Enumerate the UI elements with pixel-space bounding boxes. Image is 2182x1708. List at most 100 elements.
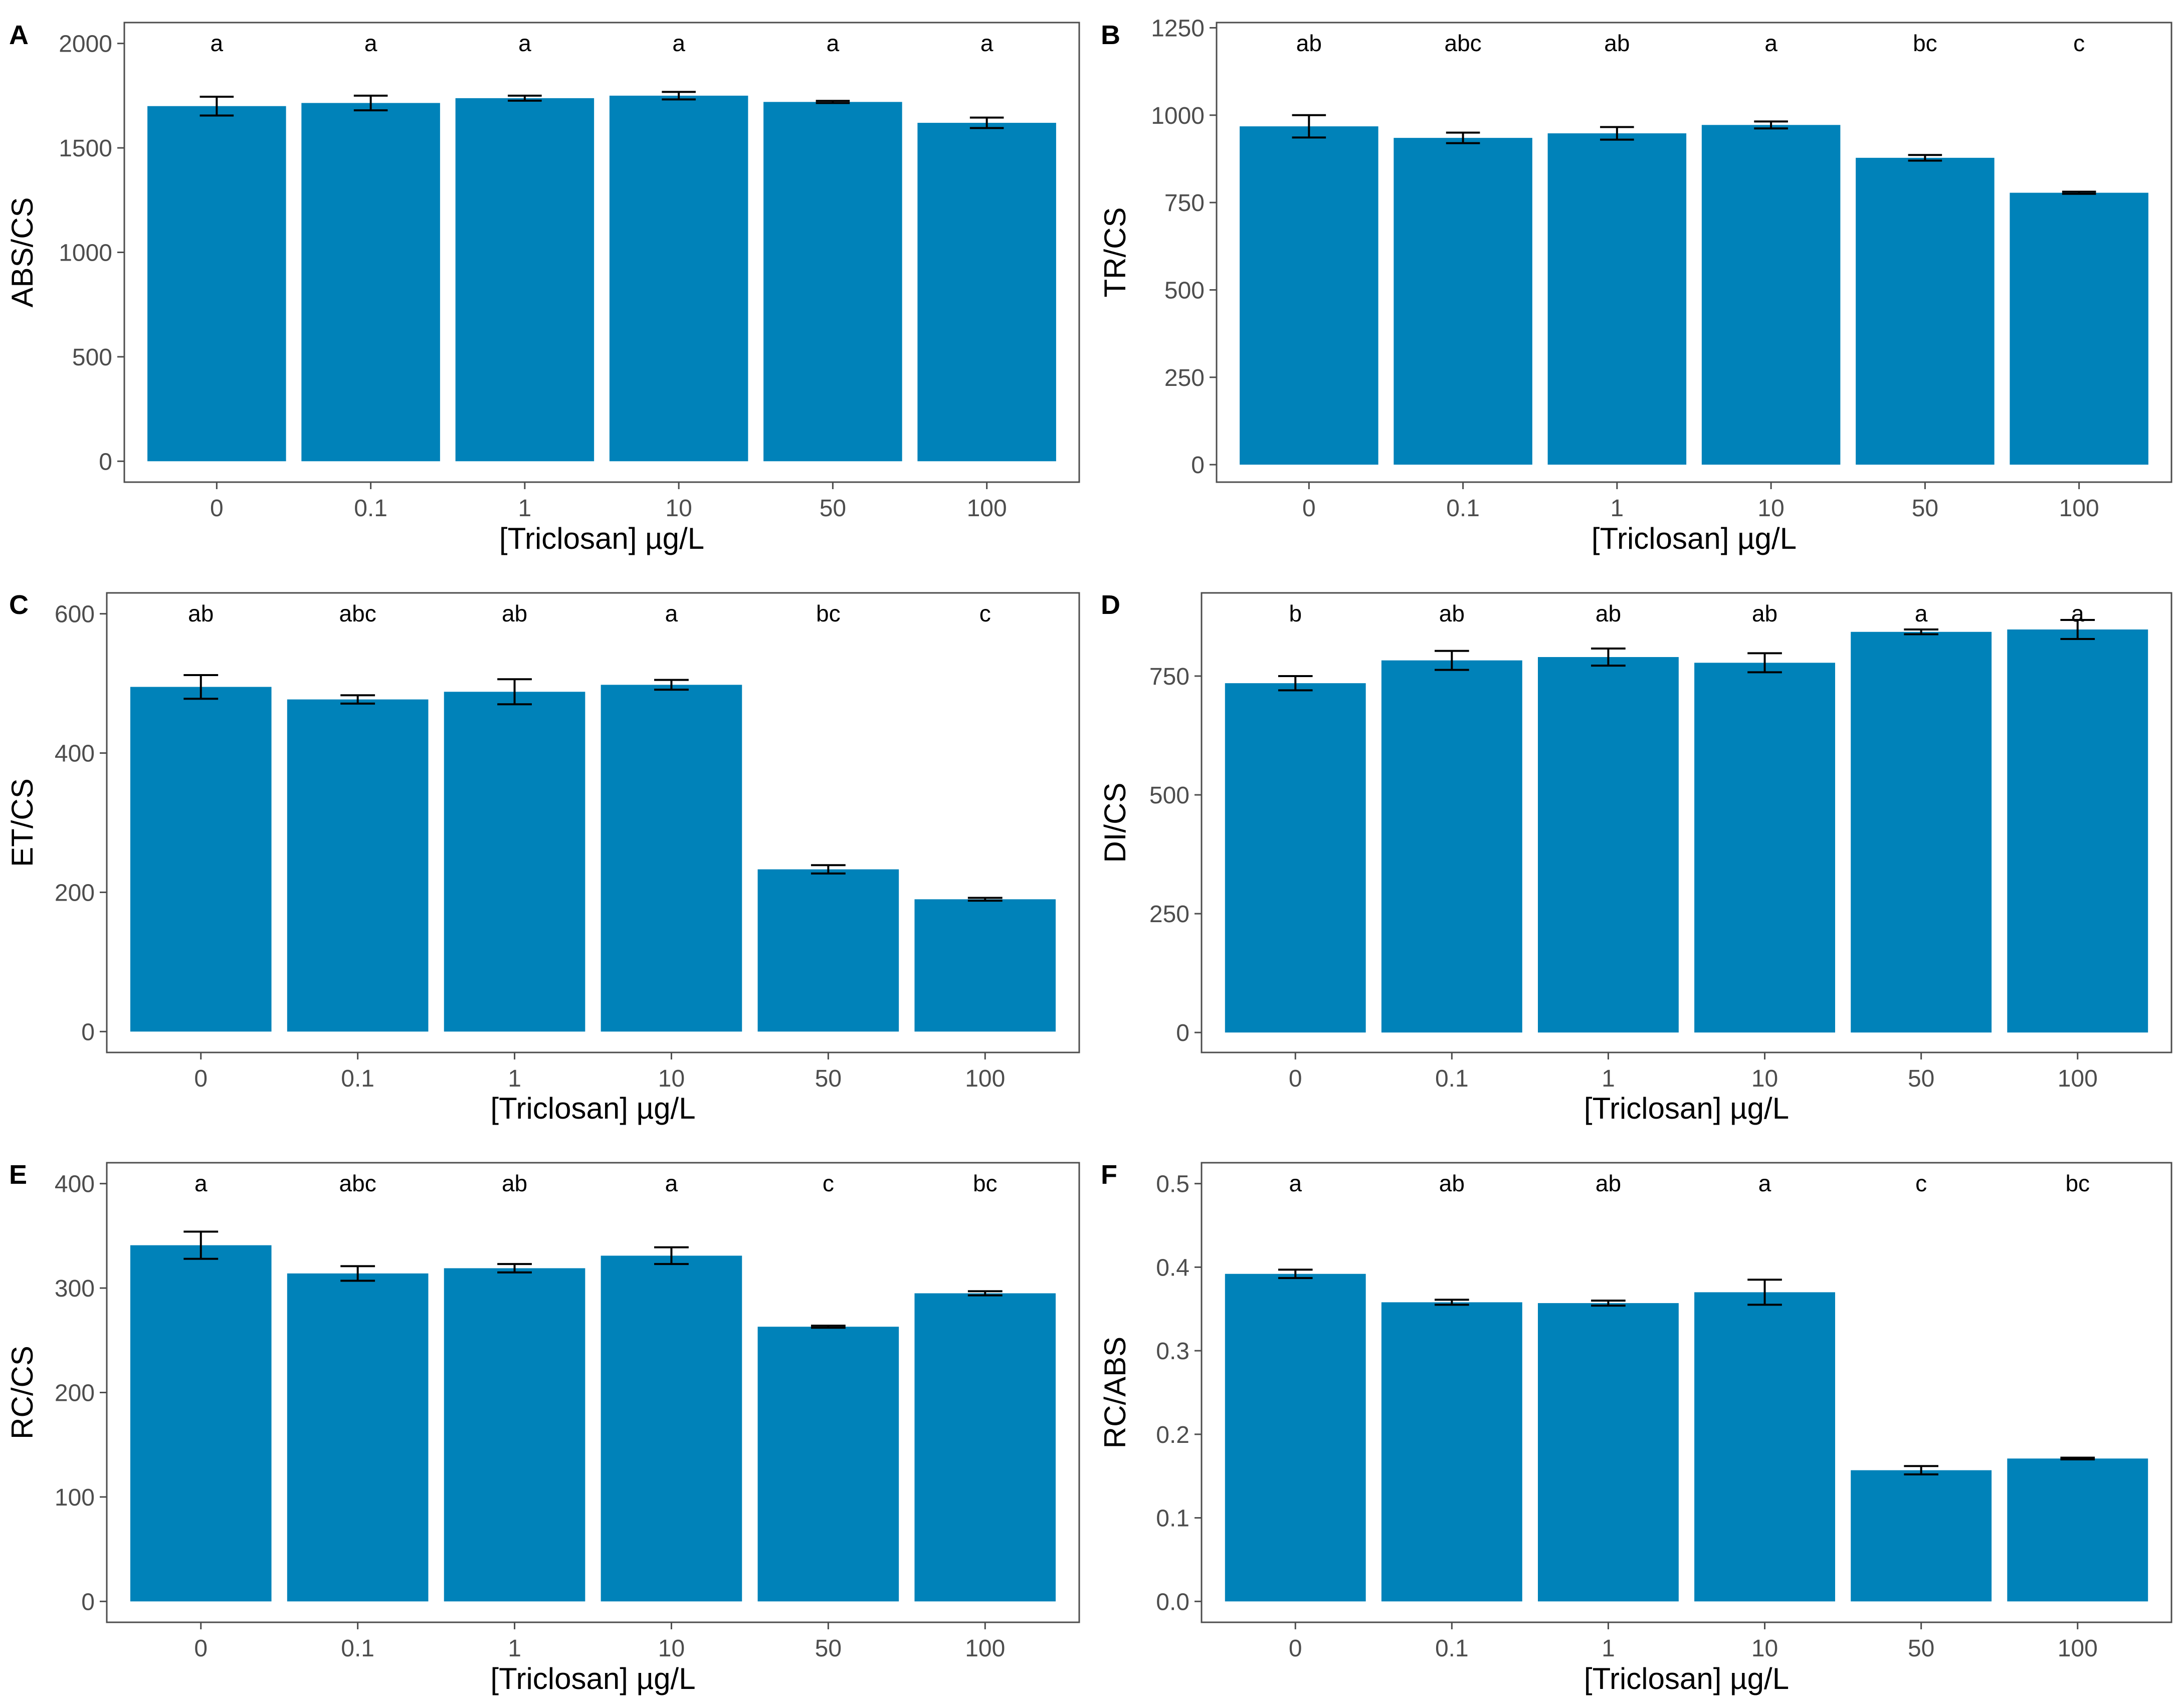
panel-a: A 0 500 1000 1500 2000 a 0 a 0.1 a 1 a 10 a 50 a 100 [Tric…	[6, 20, 1080, 555]
y-tick-label: 200	[55, 880, 95, 906]
x-tick-label: 10	[1757, 495, 1784, 522]
significance-label: ab	[1752, 600, 1777, 626]
y-tick-label: 400	[55, 741, 95, 767]
bar	[914, 899, 1056, 1032]
panel-frame	[1201, 1162, 2172, 1623]
x-tick-label: 100	[965, 1635, 1005, 1662]
y-tick-label: 100	[55, 1484, 95, 1511]
y-tick-label: 200	[55, 1380, 95, 1407]
significance-label: ab	[1604, 30, 1630, 56]
x-tick-label: 1	[1602, 1635, 1615, 1662]
panel-frame	[1201, 592, 2172, 1053]
bar	[147, 106, 286, 462]
x-tick-label: 0.1	[341, 1635, 374, 1662]
y-tick-label: 0.5	[1156, 1171, 1189, 1198]
bar	[1225, 1273, 1366, 1602]
x-tick-label: 1	[508, 1635, 521, 1662]
y-tick-label: 500	[1149, 782, 1189, 809]
bar	[2007, 1458, 2148, 1602]
significance-label: ab	[502, 600, 527, 626]
x-tick-label: 1	[1611, 495, 1624, 522]
x-axis-title: [Triclosan] µg/L	[499, 522, 704, 555]
panel-frame	[1216, 22, 2172, 483]
y-tick-label: 0.4	[1156, 1254, 1189, 1281]
x-axis-title: [Triclosan] µg/L	[490, 1662, 695, 1695]
x-tick-label: 50	[1908, 1635, 1934, 1662]
significance-label: bc	[973, 1170, 998, 1196]
x-tick-label: 0	[210, 495, 224, 522]
x-tick-label: 1	[1602, 1065, 1615, 1092]
bar	[1851, 1470, 1992, 1602]
bar	[757, 869, 899, 1032]
y-tick-label: 1000	[1151, 103, 1205, 129]
panel-letter: E	[9, 1160, 27, 1190]
bar	[130, 1245, 272, 1602]
bar	[301, 103, 440, 462]
panel-letter: F	[1101, 1160, 1117, 1190]
x-tick-label: 0	[1302, 495, 1316, 522]
x-tick-label: 50	[820, 495, 846, 522]
x-tick-label: 0.1	[1435, 1065, 1469, 1092]
bar	[1381, 1302, 1522, 1602]
significance-label: bc	[2065, 1170, 2090, 1196]
significance-label: c	[1915, 1170, 1927, 1196]
y-tick-label: 0.0	[1156, 1589, 1189, 1615]
bar	[287, 699, 429, 1032]
x-tick-label: 10	[665, 495, 692, 522]
y-axis-title: TR/CS	[1098, 207, 1132, 298]
x-tick-label: 50	[1912, 495, 1938, 522]
bar	[2007, 629, 2148, 1033]
significance-label: a	[672, 30, 685, 56]
significance-label: a	[827, 30, 840, 56]
significance-label: a	[211, 30, 224, 56]
bar	[444, 692, 585, 1032]
y-tick-label: 0	[81, 1019, 95, 1045]
significance-label: abc	[339, 600, 376, 626]
y-tick-label: 600	[55, 601, 95, 628]
significance-label: a	[2071, 600, 2084, 626]
bar	[1538, 657, 1679, 1033]
panel-letter: D	[1101, 590, 1120, 620]
y-tick-label: 300	[55, 1275, 95, 1302]
x-axis-title: [Triclosan] µg/L	[1592, 522, 1797, 555]
bar	[917, 123, 1056, 462]
x-tick-label: 10	[658, 1065, 685, 1092]
significance-label: a	[1758, 1170, 1771, 1196]
y-axis-title: RC/ABS	[1098, 1337, 1132, 1448]
x-tick-label: 0.1	[1446, 495, 1480, 522]
significance-label: a	[1915, 600, 1928, 626]
significance-label: ab	[502, 1170, 527, 1196]
bar	[1547, 133, 1687, 465]
significance-label: abc	[1445, 30, 1482, 56]
x-axis-title: [Triclosan] µg/L	[490, 1092, 695, 1125]
y-tick-label: 1500	[59, 135, 112, 162]
x-tick-label: 10	[1751, 1635, 1778, 1662]
y-tick-label: 0	[1176, 1020, 1189, 1046]
x-tick-label: 100	[2058, 1065, 2098, 1092]
x-tick-label: 0.1	[1435, 1635, 1469, 1662]
y-tick-label: 2000	[59, 31, 112, 58]
bar	[455, 98, 594, 462]
panel-b: B 0 250 500 750 1000 1250 ab 0 abc 0.1 ab 1 a 10 bc 50 c 1…	[1098, 15, 2172, 555]
bar	[609, 95, 748, 462]
significance-label: ab	[1596, 600, 1621, 626]
significance-label: a	[665, 600, 678, 626]
bar	[444, 1268, 585, 1602]
panel-letter: C	[9, 590, 29, 620]
bar	[1538, 1303, 1679, 1602]
significance-label: a	[665, 1170, 678, 1196]
significance-label: b	[1289, 600, 1302, 626]
x-tick-label: 1	[508, 1065, 521, 1092]
x-tick-label: 0	[1289, 1635, 1302, 1662]
y-tick-label: 500	[72, 344, 112, 371]
y-tick-label: 0	[99, 449, 112, 475]
bar	[1694, 1292, 1835, 1602]
bar	[1694, 663, 1835, 1033]
significance-label: ab	[1296, 30, 1322, 56]
x-axis-title: [Triclosan] µg/L	[1584, 1092, 1789, 1125]
bar	[601, 685, 742, 1032]
x-axis-title: [Triclosan] µg/L	[1584, 1662, 1789, 1695]
significance-label: ab	[1439, 1170, 1465, 1196]
panel-frame	[106, 592, 1080, 1053]
significance-label: c	[823, 1170, 834, 1196]
